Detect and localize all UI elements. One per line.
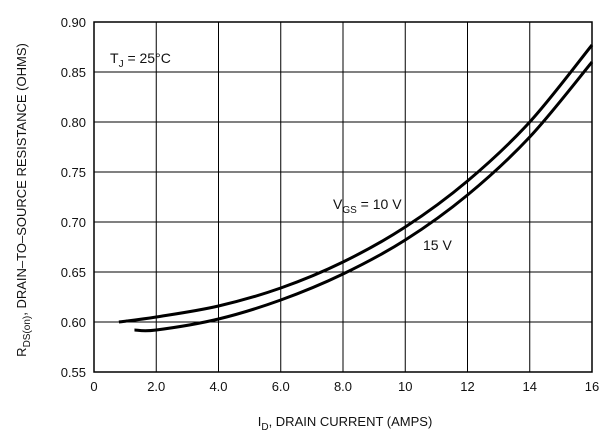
y-tick-labels: 0.55 0.60 0.65 0.70 0.75 0.80 0.85 0.90 xyxy=(61,15,86,380)
x-tick-label: 4.0 xyxy=(209,379,227,394)
junction-temperature-label: TJ = 25°C xyxy=(110,50,171,70)
x-tick-labels: 0 2.0 4.0 6.0 8.0 10 12 14 16 xyxy=(90,379,599,394)
y-axis-title: RDS(on), DRAIN–TO–SOURCE RESISTANCE (OHM… xyxy=(14,43,33,357)
series-vgs-15v-line xyxy=(134,61,594,333)
y-tick-label: 0.80 xyxy=(61,115,86,130)
plot-frame xyxy=(93,21,593,373)
vgs-15v-series-label: 15 V xyxy=(423,237,452,253)
x-tick-label: 6.0 xyxy=(272,379,290,394)
y-tick-label: 0.75 xyxy=(61,165,86,180)
x-tick-label: 10 xyxy=(398,379,412,394)
x-tick-label: 14 xyxy=(523,379,537,394)
y-tick-label: 0.90 xyxy=(61,15,86,30)
data-series xyxy=(118,44,594,333)
y-tick-label: 0.55 xyxy=(61,365,86,380)
x-tick-label: 16 xyxy=(585,379,599,394)
x-tick-label: 0 xyxy=(90,379,97,394)
y-tick-label: 0.65 xyxy=(61,265,86,280)
series-vgs-10v-line xyxy=(118,44,594,324)
x-axis-title: ID, DRAIN CURRENT (AMPS) xyxy=(258,414,433,433)
y-tick-label: 0.60 xyxy=(61,315,86,330)
x-tick-label: 8.0 xyxy=(334,379,352,394)
x-tick-label: 2.0 xyxy=(147,379,165,394)
vgs-10v-series-label: VGS = 10 V xyxy=(333,196,402,216)
y-tick-label: 0.85 xyxy=(61,65,86,80)
y-tick-label: 0.70 xyxy=(61,215,86,230)
x-tick-label: 12 xyxy=(460,379,474,394)
grid-lines xyxy=(93,21,593,373)
